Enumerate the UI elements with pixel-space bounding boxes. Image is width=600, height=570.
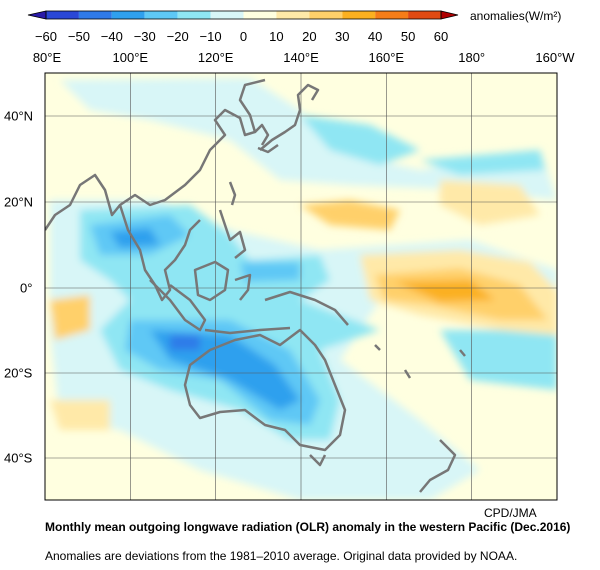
longitude-label: 180° [458,50,486,65]
coast-java [204,326,291,335]
anomaly-region-pos-east-max [395,280,495,302]
colorbar-tick-label: 0 [239,29,248,44]
colorbar-units-label: anomalies(W/m²) [470,9,562,23]
colorbar-bin [243,11,277,19]
coast-sumatra [149,279,207,332]
anomaly-region-neg-east [440,330,557,390]
anomaly-core-bay [110,228,160,248]
colorbar-bin [309,11,343,19]
colorbar [27,10,459,20]
coast-japan [259,83,320,151]
longitude-label: 100°E [112,50,149,65]
latitude-label: 0° [20,280,33,296]
longitude-label: 120°E [197,50,234,65]
anomaly-region-cyan-east [420,150,545,175]
coast-new-guinea [264,290,349,326]
coast-borneo [193,260,230,302]
colorbar-bin [408,11,441,19]
colorbar-bin [78,11,112,19]
anomaly-core-max [170,335,200,350]
coast-australia [183,328,347,452]
colorbar-bin [375,11,409,19]
longitude-label: 160°E [368,50,405,65]
coast-asia [45,78,266,231]
coast-pacific-islands [374,344,466,379]
colorbar-bin [342,11,376,19]
colorbar-bin [46,11,79,19]
figure-note: Anomalies are deviations from the 1981–2… [45,549,518,563]
colorbar-tick-label: −30 [133,29,156,44]
map-frame [44,72,558,501]
colorbar-bin [210,11,244,19]
longitude-label: 160°W [535,50,575,65]
colorbar-tick-label: −10 [199,29,222,44]
coast-sulawesi [234,273,252,301]
colorbar-tick-label: −40 [100,29,123,44]
anomaly-field [50,78,557,500]
colorbar-tick-label: 60 [433,29,449,44]
anomaly-region-cyan-northeast [300,115,420,165]
colorbar-tick-label: 10 [269,29,284,44]
coast-philippines [218,209,247,259]
anomaly-region-pos-north [300,200,400,230]
colorbar-tick-label: 20 [302,29,317,44]
map-gridlines [45,73,557,500]
colorbar-tick-label: 30 [335,29,350,44]
latitude-label: 40°S [4,450,33,466]
latitude-label: 20°N [4,194,34,210]
colorbar-bin [111,11,145,19]
colorbar-bin [177,11,211,19]
coast-kyushu [257,143,279,154]
colorbar-tick-label: −60 [34,29,58,44]
data-credit: CPD/JMA [484,506,537,520]
latitude-label: 20°S [4,365,33,381]
coast-new-zealand [419,439,457,493]
longitude-label: 80°E [32,50,62,65]
coast-korea [254,123,270,146]
anomaly-region-pos-indian [50,295,90,340]
colorbar-tick-label: 40 [367,29,383,44]
colorbar-tick-label: −50 [67,29,90,44]
coast-taiwan [228,181,237,206]
colorbar-frame [45,10,442,20]
colorbar-bins [46,11,441,19]
coastlines [45,78,466,493]
coast-tasmania [309,454,327,467]
longitude-label: 140°E [283,50,319,65]
colorbar-bin [144,11,178,19]
colorbar-tick-label: 50 [400,29,416,44]
colorbar-bin [276,11,310,19]
latitude-label: 40°N [4,108,34,124]
anomaly-region-pos-northeast [440,180,540,225]
colorbar-tick-label: −20 [166,29,189,44]
anomaly-region-neg-north [60,78,557,200]
anomaly-region-pos-south [50,400,110,430]
anomaly-core-java-sea [240,262,300,282]
figure-title: Monthly mean outgoing longwave radiation… [45,520,571,534]
